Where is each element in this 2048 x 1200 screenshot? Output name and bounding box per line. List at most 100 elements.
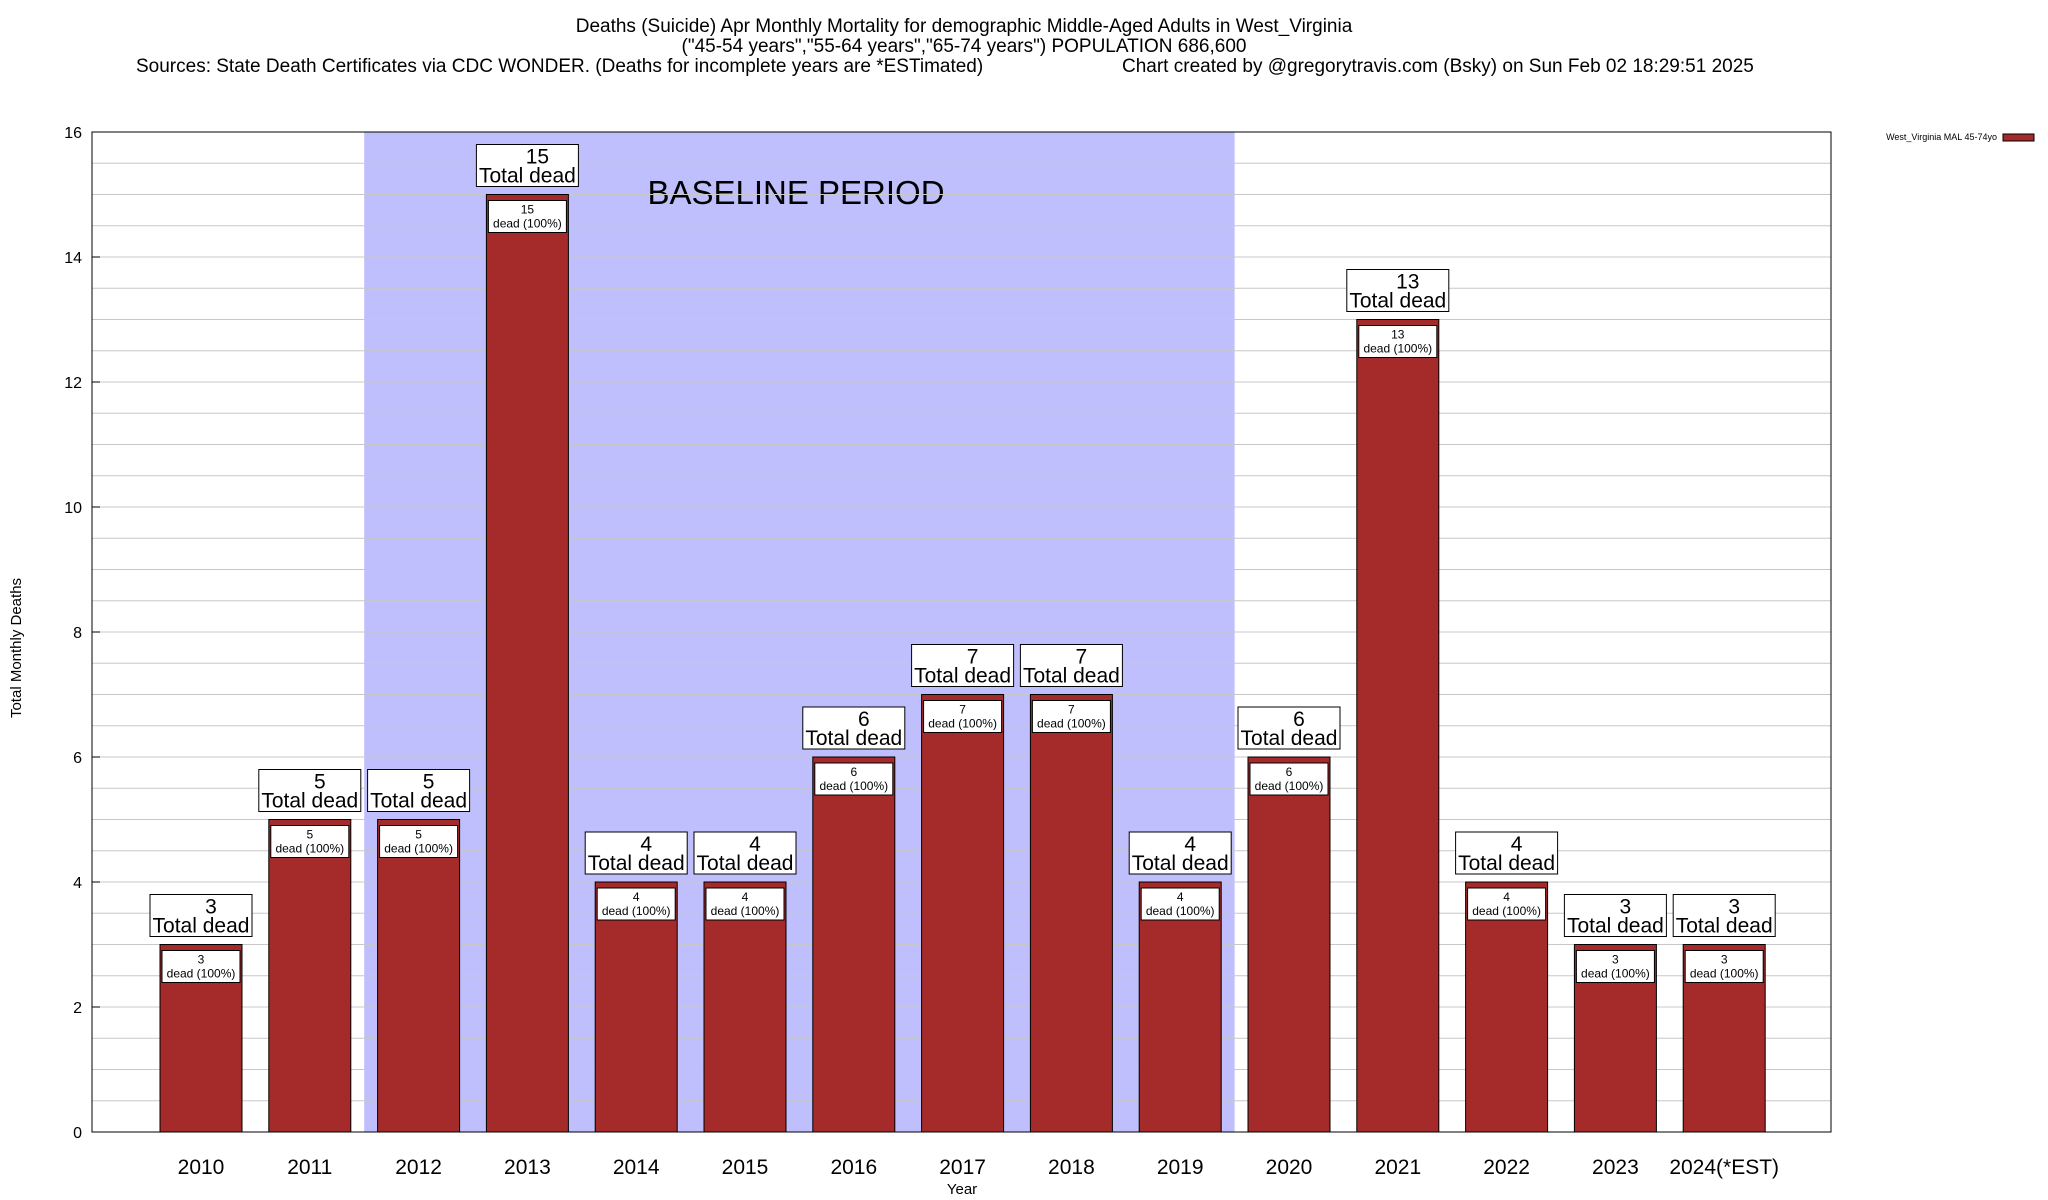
bar-segment-label: dead (100%): [1037, 717, 1106, 731]
bar-segment-label: dead (100%): [384, 842, 453, 856]
bar: [377, 819, 461, 1133]
bar-segment-value: 4: [1177, 890, 1184, 904]
total-label-box: [1455, 831, 1559, 875]
bar: [485, 194, 569, 1133]
bar-segment-value: 5: [306, 828, 313, 842]
bar: [268, 819, 352, 1133]
bar-segment-label-box: [1249, 762, 1329, 796]
bar-segment-label-box: [1358, 325, 1438, 358]
bar-segment-label: dead (100%): [167, 967, 236, 981]
bar: [812, 756, 896, 1133]
total-value: 15: [526, 146, 549, 169]
y-tick-label: 12: [64, 375, 82, 392]
y-tick-label: 10: [64, 500, 82, 517]
x-tick-label: 2013: [504, 1156, 551, 1179]
bar: [1138, 881, 1222, 1133]
bar-segment-label: dead (100%): [1690, 967, 1759, 981]
total-label: Total dead: [1567, 915, 1664, 938]
total-label-box: [1019, 644, 1123, 687]
y-tick-label: 16: [64, 125, 82, 142]
y-tick-label: 14: [64, 250, 82, 267]
total-value: 7: [1076, 646, 1088, 669]
total-label-box: [258, 769, 362, 812]
x-tick-label: 2017: [939, 1156, 986, 1179]
total-label: Total dead: [1676, 915, 1773, 938]
plot-frame: [91, 131, 1832, 1133]
x-tick-label: 2011: [287, 1156, 332, 1179]
total-label: Total dead: [588, 852, 685, 875]
y-tick-label: 0: [73, 1125, 82, 1142]
bar-segment-value: 4: [742, 890, 749, 904]
total-label-box: [149, 894, 253, 937]
bar-segment-label-box: [1140, 887, 1220, 921]
y-tick-label: 4: [73, 875, 82, 892]
bar-segment-value: 6: [850, 765, 857, 779]
bar-segment-label: dead (100%): [711, 904, 780, 918]
bar: [1356, 319, 1440, 1133]
bar-segment-value: 13: [1391, 328, 1405, 342]
bar-segment-label-box: [1575, 950, 1655, 983]
bar-segment-label-box: [161, 950, 241, 983]
x-tick-label: 2016: [830, 1156, 877, 1179]
bar: [703, 881, 787, 1133]
total-label: Total dead: [153, 915, 250, 938]
bar: [1465, 881, 1549, 1133]
bar-segment-label: dead (100%): [928, 717, 997, 731]
baseline-region-label: BASELINE PERIOD: [647, 174, 944, 211]
total-value: 6: [1293, 708, 1305, 731]
bar: [594, 881, 678, 1133]
bar-segment-label-box: [923, 700, 1003, 733]
total-value: 3: [205, 896, 217, 919]
total-label: Total dead: [1132, 852, 1229, 875]
total-label-box: [1128, 831, 1232, 875]
bar-segment-value: 7: [959, 703, 966, 717]
x-tick-label: 2010: [178, 1156, 225, 1179]
bar-segment-label-box: [270, 825, 350, 858]
bar-segment-value: 3: [198, 953, 205, 967]
bar: [921, 694, 1005, 1133]
total-label-box: [1672, 894, 1776, 937]
bar-segment-label: dead (100%): [1363, 342, 1432, 356]
total-label: Total dead: [261, 790, 358, 813]
bar-segment-label-box: [379, 825, 459, 858]
x-tick-label: 2024(*EST): [1669, 1156, 1779, 1179]
total-label: Total dead: [805, 727, 902, 750]
total-label-box: [911, 644, 1015, 687]
x-tick-label: 2018: [1048, 1156, 1095, 1179]
bar-segment-label-box: [1031, 700, 1111, 733]
bar-segment-label: dead (100%): [602, 904, 671, 918]
total-label: Total dead: [370, 790, 467, 813]
chart-title: Deaths (Suicide) Apr Monthly Mortality f…: [576, 16, 1353, 37]
x-tick-label: 2019: [1157, 1156, 1204, 1179]
chart-subtitle: ("45-54 years","55-64 years","65-74 year…: [682, 36, 1247, 57]
bar: [1247, 756, 1331, 1133]
total-label: Total dead: [914, 665, 1011, 688]
bar-segment-label: dead (100%): [1146, 904, 1215, 918]
total-label: Total dead: [1458, 852, 1555, 875]
total-label-box: [1346, 269, 1450, 312]
total-value: 4: [1184, 833, 1196, 856]
bar-segment-label: dead (100%): [1581, 967, 1650, 981]
chart-sources: Sources: State Death Certificates via CD…: [136, 56, 983, 77]
x-axis-label: Year: [947, 1181, 977, 1198]
x-tick-label: 2022: [1483, 1156, 1530, 1179]
bar-segment-label-box: [1467, 887, 1547, 921]
y-tick-label: 8: [73, 625, 82, 642]
total-value: 4: [749, 833, 761, 856]
total-value: 5: [423, 771, 435, 794]
x-tick-label: 2021: [1374, 1156, 1421, 1179]
x-tick-label: 2020: [1266, 1156, 1313, 1179]
bar-segment-label: dead (100%): [1255, 779, 1324, 793]
bar-segment-value: 4: [1503, 890, 1510, 904]
total-value: 4: [1511, 833, 1523, 856]
total-label-box: [1237, 706, 1341, 750]
total-label-box: [802, 706, 906, 750]
total-value: 6: [858, 708, 870, 731]
bar-segment-label-box: [814, 762, 894, 796]
bar-segment-value: 3: [1612, 953, 1619, 967]
x-tick-label: 2012: [395, 1156, 442, 1179]
y-axis-label: Total Monthly Deaths: [8, 578, 25, 718]
total-value: 7: [967, 646, 979, 669]
total-label-box: [584, 831, 688, 875]
